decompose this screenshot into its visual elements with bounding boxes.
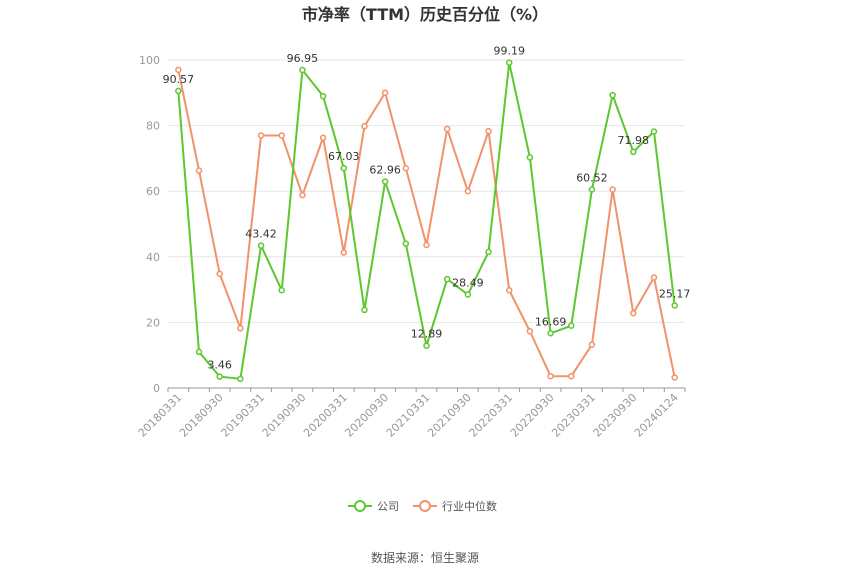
company-point <box>361 306 368 314</box>
data-label: 43.42 <box>245 228 277 241</box>
company-point <box>299 66 306 74</box>
company-point <box>650 128 658 135</box>
company-point <box>547 330 554 337</box>
industry-point <box>175 66 182 74</box>
industry-point <box>216 270 223 278</box>
data-label: 16.69 <box>535 315 567 328</box>
y-tick-label: 40 <box>146 251 160 264</box>
x-tick-label: 20230331 <box>549 391 598 440</box>
axes: 0 20 40 60 80 100 2018033120180930201903312019… <box>136 54 686 440</box>
y-tick-label: 20 <box>146 316 160 329</box>
company-point <box>568 322 575 329</box>
industry-point <box>443 125 451 133</box>
data-label: 62.96 <box>369 163 401 176</box>
company-point <box>630 148 637 156</box>
data-label: 99.19 <box>493 45 525 58</box>
industry-point <box>464 187 472 195</box>
company-point <box>588 186 596 193</box>
industry-point <box>650 274 658 281</box>
data-label: 90.57 <box>163 73 195 86</box>
x-tick-label: 20210930 <box>425 391 474 440</box>
x-tick-label: 20180930 <box>177 391 226 440</box>
industry-point <box>361 123 368 130</box>
x-tick-label: 20230930 <box>591 391 640 440</box>
industry-point <box>319 134 327 141</box>
company-point <box>443 275 451 283</box>
legend-label: 行业中位数 <box>442 499 497 513</box>
company-point <box>278 287 285 294</box>
x-tick-label: 20210331 <box>384 391 433 440</box>
x-tick-label: 20190331 <box>218 391 267 440</box>
industry-point <box>278 132 285 139</box>
company-point <box>671 302 678 309</box>
industry-point <box>485 127 492 135</box>
legend-swatch-marker <box>354 500 366 512</box>
company-point <box>340 164 348 172</box>
industry-point <box>237 325 244 332</box>
company-point <box>402 240 410 247</box>
company-point <box>526 154 534 161</box>
y-tick-label: 80 <box>146 120 160 133</box>
industry-point <box>195 167 203 174</box>
company-point <box>175 87 182 95</box>
company-point <box>237 375 244 383</box>
data-label: 28.49 <box>452 277 484 290</box>
data-label: 67.03 <box>328 150 360 163</box>
legend-item-company: 公司 <box>348 500 399 513</box>
company-point <box>423 342 430 349</box>
industry-point <box>402 164 410 172</box>
company-point <box>319 92 327 100</box>
legend: 公司 行业中位数 <box>348 499 497 513</box>
industry-point <box>630 309 637 317</box>
industry-point <box>568 372 575 380</box>
industry-point <box>526 328 534 335</box>
y-tick-label: 60 <box>146 185 160 198</box>
industry-point <box>547 372 554 380</box>
industry-point <box>423 241 430 249</box>
company-point <box>381 178 389 185</box>
industry-point <box>671 374 678 381</box>
series-layer <box>175 59 678 383</box>
source-note: 数据来源：恒生聚源 <box>371 550 479 565</box>
industry-point <box>299 191 306 199</box>
company-point <box>216 373 223 380</box>
company-point <box>505 59 513 66</box>
data-labels: 90.57 3.46 43.42 96.95 67.03 62.96 12.89 28.49 9… <box>163 45 691 372</box>
company-point <box>485 248 492 256</box>
x-tick-label: 20180331 <box>136 391 185 440</box>
legend-label: 公司 <box>377 500 399 513</box>
industry-point <box>340 249 348 256</box>
x-tick-label: 20220331 <box>467 391 516 440</box>
company-point <box>464 291 472 298</box>
company-point <box>609 91 616 99</box>
data-label: 3.46 <box>207 359 232 372</box>
industry-point <box>381 89 389 97</box>
x-tick-label: 20220930 <box>508 391 557 440</box>
legend-swatch-marker <box>419 500 431 512</box>
company-point <box>257 242 265 249</box>
data-label: 60.52 <box>576 171 608 184</box>
data-label: 25.17 <box>659 287 691 300</box>
x-tick-label: 20200331 <box>301 391 350 440</box>
y-tick-label: 0 <box>153 382 160 395</box>
legend-item-industry: 行业中位数 <box>413 499 497 513</box>
industry-point <box>257 132 265 139</box>
chart-title: 市净率（TTM）历史百分位（%） <box>302 5 548 24</box>
data-label: 96.95 <box>287 52 319 65</box>
company-point <box>195 348 203 356</box>
x-tick-label: 20200930 <box>342 391 391 440</box>
industry-point <box>588 341 596 348</box>
y-tick-label: 100 <box>139 54 160 67</box>
industry-point <box>505 287 513 294</box>
data-label: 12.89 <box>411 328 443 341</box>
x-tick-label: 20240124 <box>632 391 681 440</box>
industry-point <box>609 186 616 193</box>
x-tick-label: 20190930 <box>260 391 309 440</box>
data-label: 71.98 <box>618 134 650 147</box>
